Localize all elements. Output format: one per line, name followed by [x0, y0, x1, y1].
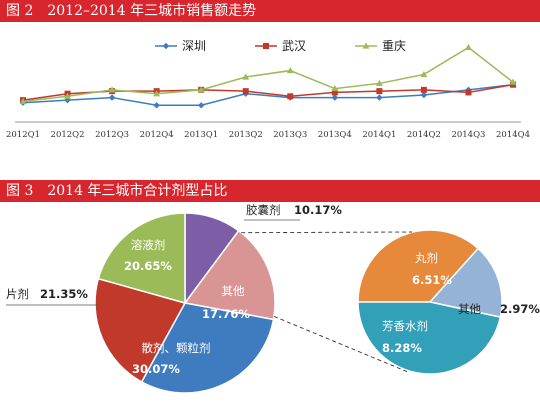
series-0-point-2 [108, 94, 116, 101]
series-2-point-3 [153, 90, 161, 97]
pie-label-name-0: 胶囊剂 [246, 203, 281, 217]
breakdown-label-value-0: 6.51% [412, 273, 452, 287]
series-1-point-5 [242, 88, 249, 95]
legend-marker-2 [362, 42, 370, 49]
x-tick-label-2013Q2: 2013Q2 [229, 130, 263, 140]
legend-label-2: 重庆 [382, 39, 406, 53]
series-0-point-8 [376, 94, 383, 101]
pie-slice-3 [94, 277, 187, 383]
breakdown-label-name-2: 芳香水剂 [382, 319, 428, 333]
series-0-point-3 [153, 102, 160, 109]
x-tick-label-2012Q2: 2012Q2 [51, 130, 85, 140]
legend-marker-0 [162, 42, 170, 50]
pie-label-value-1: 17.76% [202, 307, 250, 321]
x-tick-label-2014Q1: 2014Q1 [362, 130, 396, 140]
x-tick-label-2012Q1: 2012Q1 [6, 130, 40, 140]
x-tick-label-2013Q3: 2013Q3 [273, 130, 307, 140]
series-0-point-9 [420, 91, 428, 99]
connector-top [241, 231, 413, 234]
series-2-point-11 [509, 78, 517, 85]
breakdown-label-value-1: 2.97% [500, 302, 540, 316]
legend-marker-1 [263, 43, 269, 49]
series-0-point-1 [64, 96, 71, 104]
pie-slice-4 [97, 212, 186, 304]
pie-label-name-2: 散剂、颗粒剂 [142, 341, 211, 355]
connector-bottom [273, 315, 409, 373]
breakdown-slice-0 [357, 229, 480, 303]
series-2-point-6 [286, 66, 294, 74]
x-tick-label-2013Q1: 2013Q1 [184, 130, 218, 140]
pie-label-name-3: 片剂 [6, 287, 29, 301]
x-tick-label-2014Q3: 2014Q3 [451, 130, 485, 140]
series-0-point-4 [197, 102, 205, 109]
series-1-point-6 [287, 93, 294, 100]
pie-label-name-1: 其他 [222, 284, 245, 298]
pie-slice-1 [183, 229, 276, 321]
breakdown-slice-2 [357, 301, 502, 375]
x-tick-label-2013Q4: 2013Q4 [318, 130, 352, 140]
series-2-point-10 [465, 43, 472, 51]
series-2-point-7 [331, 84, 339, 92]
series-2-point-9 [420, 70, 428, 78]
series-2-point-8 [375, 79, 383, 87]
pie-label-name-4: 溶液剂 [131, 238, 166, 252]
breakdown-slice-1 [428, 247, 503, 319]
breakdown-label-value-2: 8.28% [382, 341, 422, 355]
pie-label-value-2: 30.07% [132, 362, 180, 376]
pie-label-value-4: 20.65% [124, 259, 172, 273]
x-tick-label-2012Q3: 2012Q3 [95, 130, 129, 140]
pie-label-value-0: 10.17% [294, 203, 342, 217]
series-2-point-2 [108, 86, 116, 93]
series-2-point-4 [197, 86, 205, 93]
x-tick-label-2014Q4: 2014Q4 [496, 130, 530, 140]
series-2-point-1 [64, 92, 71, 99]
legend-label-1: 武汉 [282, 39, 306, 53]
pie-slice-2 [140, 302, 275, 394]
figure2-title: 图 2 2012–2014 年三城市销售额走势 [0, 0, 540, 22]
series-1-point-8 [376, 88, 383, 95]
breakdown-label-name-0: 丸剂 [415, 251, 438, 265]
series-0-point-7 [331, 94, 339, 101]
x-tick-label-2012Q4: 2012Q4 [140, 130, 174, 140]
series-1-point-10 [465, 89, 472, 96]
series-2-point-0 [19, 97, 27, 105]
series-line-0 [22, 83, 514, 107]
breakdown-label-name-1: 其他 [458, 302, 481, 316]
pie-label-value-3: 21.35% [40, 287, 88, 301]
series-1-point-9 [420, 86, 427, 93]
figure3-title: 图 3 2014 年三城市合计剂型占比 [0, 180, 540, 202]
series-1-point-7 [331, 89, 338, 96]
series-2-point-5 [242, 73, 250, 80]
series-line-2 [22, 46, 514, 103]
legend-label-0: 深圳 [182, 39, 206, 53]
x-tick-label-2014Q2: 2014Q2 [407, 130, 441, 140]
